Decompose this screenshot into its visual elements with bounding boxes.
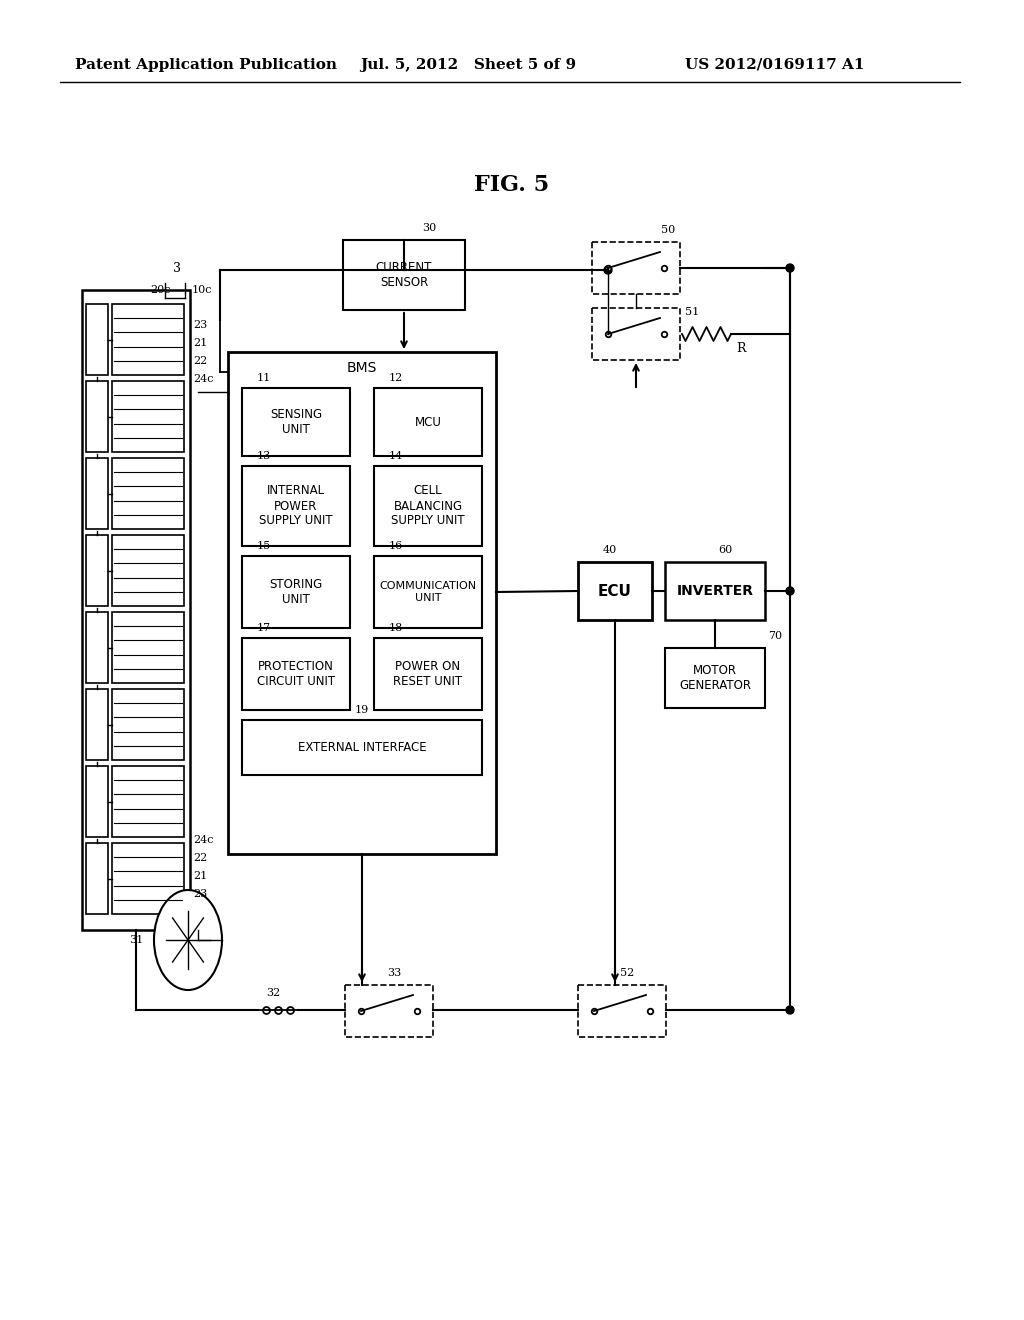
Text: 18: 18 xyxy=(389,623,403,634)
Text: 24c: 24c xyxy=(193,836,213,845)
Text: 40: 40 xyxy=(603,545,617,554)
Text: 17: 17 xyxy=(257,623,271,634)
Bar xyxy=(228,352,496,854)
Bar xyxy=(242,719,482,775)
Text: 12: 12 xyxy=(389,374,403,383)
Text: 19: 19 xyxy=(355,705,369,715)
Text: INVERTER: INVERTER xyxy=(677,583,754,598)
Text: 31: 31 xyxy=(129,935,143,945)
Bar xyxy=(242,638,350,710)
Bar xyxy=(112,458,184,529)
Text: 10c: 10c xyxy=(193,285,213,294)
Bar xyxy=(112,843,184,913)
Text: STORING
UNIT: STORING UNIT xyxy=(269,578,323,606)
Bar xyxy=(86,535,108,606)
Text: 14: 14 xyxy=(389,451,403,461)
Text: 22: 22 xyxy=(193,853,207,863)
Text: CELL
BALANCING
SUPPLY UNIT: CELL BALANCING SUPPLY UNIT xyxy=(391,484,465,528)
Text: POWER ON
RESET UNIT: POWER ON RESET UNIT xyxy=(393,660,463,688)
Bar xyxy=(374,556,482,628)
Bar xyxy=(82,290,190,931)
Text: CURRENT
SENSOR: CURRENT SENSOR xyxy=(376,261,432,289)
Ellipse shape xyxy=(154,890,222,990)
Text: BMS: BMS xyxy=(347,360,377,375)
Circle shape xyxy=(786,1006,794,1014)
Text: 11: 11 xyxy=(257,374,271,383)
Bar xyxy=(374,466,482,546)
Text: EXTERNAL INTERFACE: EXTERNAL INTERFACE xyxy=(298,741,426,754)
Bar xyxy=(86,304,108,375)
Bar xyxy=(86,458,108,529)
Text: MOTOR
GENERATOR: MOTOR GENERATOR xyxy=(679,664,751,692)
Bar xyxy=(578,562,652,620)
Text: 60: 60 xyxy=(718,545,732,554)
Text: Jul. 5, 2012   Sheet 5 of 9: Jul. 5, 2012 Sheet 5 of 9 xyxy=(360,58,577,73)
Text: INTERNAL
POWER
SUPPLY UNIT: INTERNAL POWER SUPPLY UNIT xyxy=(259,484,333,528)
Bar xyxy=(665,648,765,708)
Text: 70: 70 xyxy=(768,631,782,642)
Circle shape xyxy=(786,264,794,272)
Bar xyxy=(86,612,108,682)
Bar xyxy=(374,638,482,710)
Bar xyxy=(112,766,184,837)
Bar xyxy=(592,242,680,294)
Bar xyxy=(112,535,184,606)
Text: Patent Application Publication: Patent Application Publication xyxy=(75,58,337,73)
Text: 21: 21 xyxy=(193,338,207,348)
Text: 15: 15 xyxy=(257,541,271,550)
Text: SENSING
UNIT: SENSING UNIT xyxy=(270,408,323,436)
Text: US 2012/0169117 A1: US 2012/0169117 A1 xyxy=(685,58,864,73)
Bar xyxy=(345,985,433,1038)
Text: PROTECTION
CIRCUIT UNIT: PROTECTION CIRCUIT UNIT xyxy=(257,660,335,688)
Bar xyxy=(112,381,184,451)
Text: 16: 16 xyxy=(389,541,403,550)
Bar xyxy=(86,766,108,837)
Text: MCU: MCU xyxy=(415,416,441,429)
Text: 51: 51 xyxy=(685,308,699,317)
Text: 13: 13 xyxy=(257,451,271,461)
Bar xyxy=(592,308,680,360)
Bar xyxy=(112,304,184,375)
Text: ECU: ECU xyxy=(598,583,632,598)
Bar xyxy=(374,388,482,455)
Bar xyxy=(86,843,108,913)
Text: 21: 21 xyxy=(193,871,207,880)
Text: COMMUNICATION
UNIT: COMMUNICATION UNIT xyxy=(380,581,476,603)
Text: 22: 22 xyxy=(193,356,207,366)
Circle shape xyxy=(786,587,794,595)
Text: 50: 50 xyxy=(660,224,675,235)
Text: 32: 32 xyxy=(266,987,281,998)
Bar xyxy=(86,689,108,760)
Text: 23: 23 xyxy=(193,319,207,330)
Text: 24c: 24c xyxy=(193,374,213,384)
Text: 3: 3 xyxy=(173,261,181,275)
Bar xyxy=(242,556,350,628)
Text: R: R xyxy=(736,342,745,355)
Bar xyxy=(86,381,108,451)
Bar xyxy=(343,240,465,310)
Text: 20c: 20c xyxy=(150,285,171,294)
Bar xyxy=(578,985,666,1038)
Text: 30: 30 xyxy=(422,223,436,234)
Text: 52: 52 xyxy=(620,968,634,978)
Bar xyxy=(112,612,184,682)
Text: 23: 23 xyxy=(193,888,207,899)
Bar xyxy=(242,388,350,455)
Circle shape xyxy=(604,267,612,275)
Bar xyxy=(112,689,184,760)
Bar xyxy=(242,466,350,546)
Bar xyxy=(665,562,765,620)
Text: FIG. 5: FIG. 5 xyxy=(474,174,550,195)
Text: 33: 33 xyxy=(387,968,401,978)
